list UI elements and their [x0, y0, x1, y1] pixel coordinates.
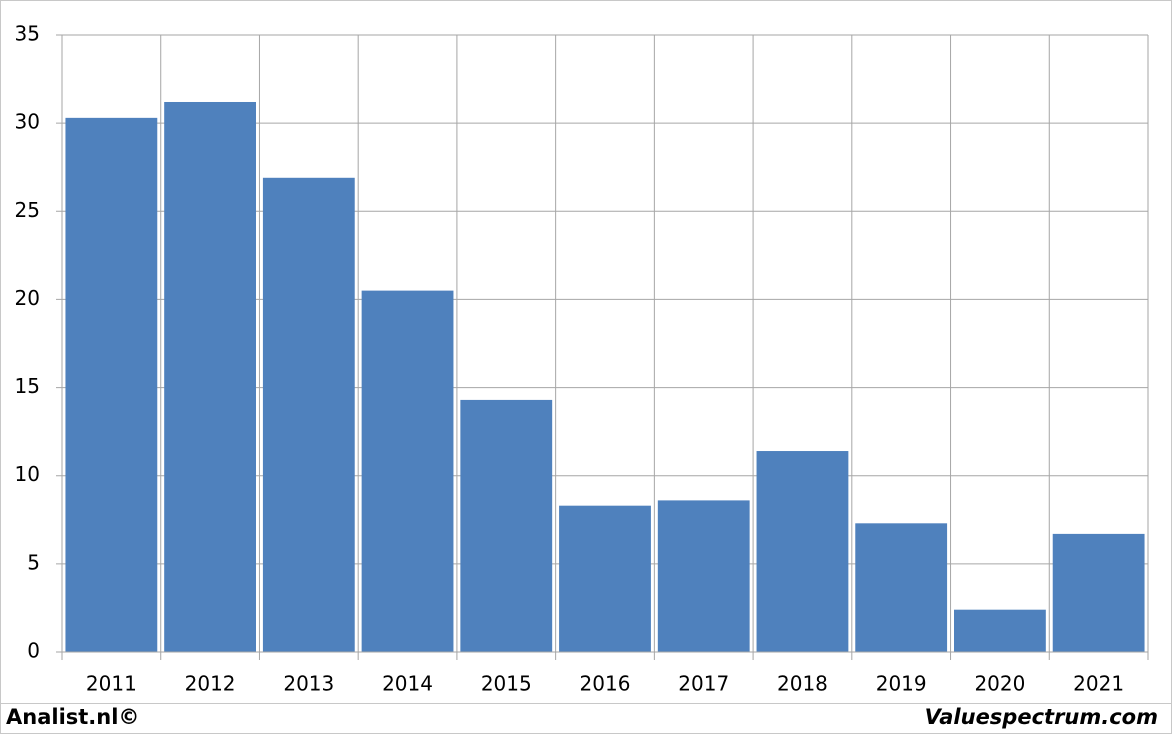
y-tick-label: 20	[15, 286, 40, 310]
bar	[657, 500, 750, 652]
bar	[756, 451, 849, 652]
x-tick-label: 2019	[876, 672, 927, 696]
source-label: Analist.nl©	[6, 705, 139, 729]
bar	[855, 523, 948, 652]
x-tick-label: 2017	[678, 672, 729, 696]
bar	[954, 609, 1046, 652]
x-tick-label: 2018	[777, 672, 828, 696]
y-tick-label: 10	[15, 462, 40, 486]
y-tick-label: 0	[27, 639, 40, 663]
x-tick-label: 2013	[283, 672, 334, 696]
x-tick-label: 2011	[86, 672, 137, 696]
x-tick-label: 2014	[382, 672, 433, 696]
x-tick-label: 2015	[481, 672, 532, 696]
source-label: Valuespectrum.com	[925, 705, 1158, 729]
bar	[460, 399, 553, 652]
y-tick-label: 5	[27, 550, 40, 574]
y-tick-label: 15	[15, 374, 40, 398]
bar	[262, 177, 355, 652]
bar	[65, 117, 158, 652]
bar	[164, 101, 256, 652]
bar	[1052, 533, 1145, 652]
bar	[559, 505, 651, 652]
y-tick-label: 30	[15, 110, 40, 134]
x-tick-label: 2016	[580, 672, 631, 696]
x-tick-label: 2012	[185, 672, 236, 696]
x-tick-label: 2020	[974, 672, 1025, 696]
y-tick-label: 35	[15, 22, 40, 46]
x-tick-label: 2021	[1073, 672, 1124, 696]
y-tick-label: 25	[15, 198, 40, 222]
bar	[361, 290, 454, 652]
